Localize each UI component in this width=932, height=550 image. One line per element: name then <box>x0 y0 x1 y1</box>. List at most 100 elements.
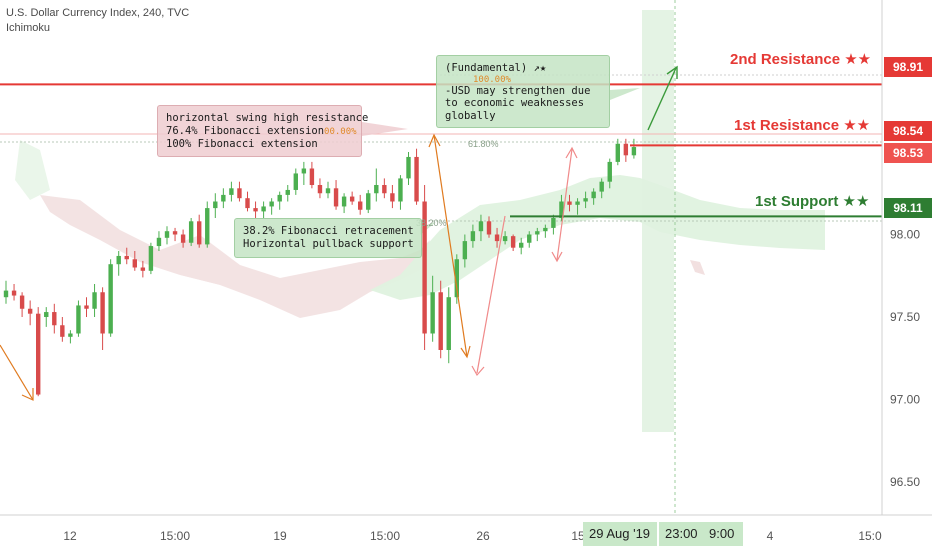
fundamental-line-3: to economic weaknesses <box>445 97 585 109</box>
candle-body <box>333 188 339 207</box>
fundamental-inline-pct: 100.00% <box>473 74 511 85</box>
candle-body <box>116 255 121 265</box>
first-resistance-price-tag: 98.54 <box>884 121 932 141</box>
first-support-label: 1st Support ★★ <box>755 193 870 210</box>
fundamental-line-2: -USD may strengthen due <box>445 84 591 97</box>
retracement-line-1: 38.2% Fibonacci retracement <box>243 225 414 237</box>
fundamental-annotation: (Fundamental) ↗★ 100.00% -USD may streng… <box>436 55 610 128</box>
candle-body <box>124 255 129 260</box>
candle-body <box>148 246 154 271</box>
candle-body <box>358 201 363 210</box>
indicator-label: Ichimoku <box>6 22 51 34</box>
candle-body <box>535 231 540 235</box>
candle-body <box>237 188 242 199</box>
candle-body <box>551 218 556 228</box>
candle-body <box>245 198 250 209</box>
candle-body <box>180 234 186 243</box>
candle-body <box>478 221 484 232</box>
pink-arrowhead-bottom <box>471 365 485 377</box>
candle-body <box>527 234 532 243</box>
candle-body <box>164 231 170 238</box>
orange-arrowhead-bottom <box>460 345 471 359</box>
candle-body <box>140 267 146 271</box>
candle-body <box>446 297 451 350</box>
swing-high-line-2-text: 76.4% Fibonacci extension <box>166 124 325 137</box>
candle-body <box>301 168 307 174</box>
candle-body <box>76 305 81 334</box>
candle-body <box>591 191 596 199</box>
fib-382-label: 38.20% <box>416 218 447 228</box>
price-axis-tick-label: 98.00 <box>890 228 920 242</box>
candle-body <box>293 173 298 190</box>
current-price-tag: 98.53 <box>884 143 932 163</box>
date-highlight-main: 29 Aug '19 <box>583 522 657 546</box>
candle-body <box>261 206 266 212</box>
second-resistance-price-tag: 98.91 <box>884 57 932 77</box>
candle-body <box>205 208 210 245</box>
candle-body <box>470 231 476 242</box>
candle-body <box>414 156 419 202</box>
time-axis-tick-label: 15:0 <box>858 529 882 543</box>
candle-body <box>462 241 468 260</box>
candle-body <box>502 236 508 242</box>
candle-body <box>510 236 516 248</box>
candle-body <box>325 188 331 194</box>
candle-body <box>253 208 258 212</box>
candle-body <box>285 189 290 195</box>
candle-body <box>36 313 41 395</box>
time-axis-tick-label: 15:00 <box>160 529 190 543</box>
candle-body <box>575 201 580 205</box>
candle-body <box>52 312 57 326</box>
swing-high-inline-pct: 00.00% <box>324 126 357 137</box>
pink-arrow-bounce <box>476 215 506 374</box>
candle-body <box>559 201 564 218</box>
candle-body <box>623 143 629 156</box>
candle-body <box>100 292 105 334</box>
first-resistance-label: 1st Resistance ★★ <box>734 117 871 134</box>
pink-arrowhead-top <box>565 146 578 159</box>
ichimoku-cloud-segment <box>15 140 50 200</box>
retracement-line-2: Horizontal pullback support <box>243 237 414 250</box>
candle-body <box>309 168 315 185</box>
candle-body <box>486 221 492 235</box>
candle-body <box>108 264 113 334</box>
green-projection-arrow <box>647 67 677 131</box>
candle-body <box>197 221 202 245</box>
candle-body <box>172 231 178 235</box>
time-axis-tick-label: 4 <box>767 529 774 543</box>
candle-body <box>615 143 620 162</box>
price-axis-tick-label: 97.00 <box>890 393 920 407</box>
candle-body <box>374 185 379 194</box>
pink-arrow-up <box>556 148 573 261</box>
time-axis-tick-label: 15 <box>571 529 585 543</box>
retracement-annotation: 38.2% Fibonacci retracement Horizontal p… <box>234 218 422 258</box>
time-axis-tick-label: 15:00 <box>370 529 400 543</box>
ichimoku-cloud-bearish <box>40 195 430 318</box>
candle-body <box>583 198 588 202</box>
price-axis-tick-label: 97.50 <box>890 310 920 324</box>
candle-body <box>567 201 572 205</box>
candle-body <box>607 161 612 182</box>
date-highlight-time-1: 23:00 <box>659 522 703 546</box>
candle-body <box>269 201 274 207</box>
candle-body <box>68 333 73 337</box>
candle-body <box>84 305 89 309</box>
time-axis-tick-label: 26 <box>476 529 490 543</box>
fundamental-callout-pointer <box>610 88 640 100</box>
swing-high-line-2: 76.4% Fibonacci extension00.00% <box>166 124 357 139</box>
candle-body <box>188 221 194 243</box>
chart-title: U.S. Dollar Currency Index, 240, TVC <box>6 7 190 19</box>
candle-body <box>60 325 65 337</box>
candle-body <box>599 181 604 192</box>
candle-body <box>27 308 33 314</box>
fundamental-line-1: (Fundamental) ↗★ <box>445 62 547 74</box>
candle-body <box>519 242 524 248</box>
ichimoku-cloud-small <box>690 260 705 275</box>
candle-body <box>438 292 443 350</box>
fundamental-line-4: globally <box>445 109 496 122</box>
candle-body <box>156 237 162 247</box>
time-axis-tick-label: 19 <box>273 529 287 543</box>
candle-body <box>398 178 403 202</box>
ichimoku-cloud-bullish <box>370 175 825 300</box>
candle-body <box>382 185 387 194</box>
